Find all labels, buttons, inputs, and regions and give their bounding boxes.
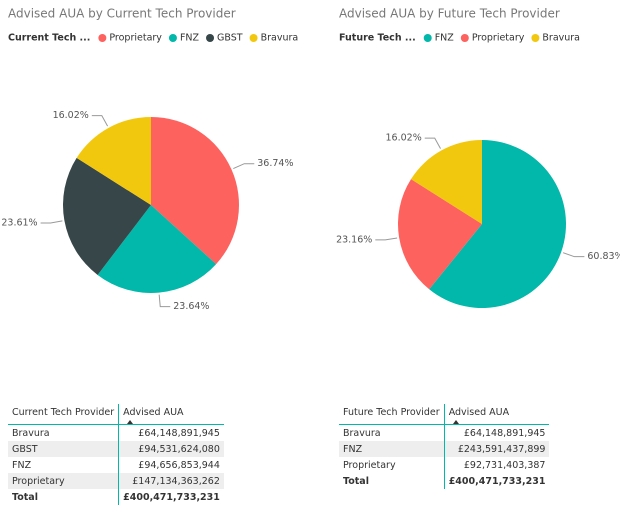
total-cell: £400,471,733,231 <box>118 489 224 505</box>
table-row: Bravura £64,148,891,945 <box>339 424 550 441</box>
table-cell: Proprietary <box>8 473 119 489</box>
header-row: Future Tech Provider Advised AUA <box>339 404 550 425</box>
legend-label: Bravura <box>542 33 580 44</box>
legend-label: GBST <box>217 33 243 44</box>
table-cell: £94,531,624,080 <box>118 441 224 457</box>
total-row: Total £400,471,733,231 <box>8 489 224 505</box>
charts: Advised AUA by Current Tech Provider Curr… <box>1 7 620 313</box>
pie-slice <box>411 140 482 224</box>
leader-line <box>424 137 441 149</box>
column-header: Future Tech Provider <box>339 404 445 425</box>
pie-slice <box>429 140 567 308</box>
table-cell: GBST <box>8 441 119 457</box>
table-cell: FNZ <box>12 459 32 471</box>
legend-label: Proprietary <box>472 33 525 44</box>
data-label: 60.83% <box>587 251 620 262</box>
total-row: Total £400,471,733,231 <box>339 473 550 489</box>
leader-line <box>40 220 63 224</box>
leader-line <box>91 115 109 127</box>
table-row: GBST £94,531,624,080 <box>8 441 224 457</box>
header-row: Current Tech Provider Advised AUA <box>8 404 224 425</box>
column-header: Advised AUA <box>443 404 550 425</box>
pie-slice <box>151 117 239 265</box>
data-label: 23.61% <box>1 217 37 228</box>
table-row: Proprietary £147,134,363,262 <box>8 473 224 489</box>
table-cell: FNZ <box>339 441 445 457</box>
leader-line <box>233 163 255 170</box>
column-header: Advised AUA <box>118 404 224 425</box>
table-cell: £64,148,891,945 <box>118 424 224 441</box>
pie-slice <box>63 157 151 275</box>
table-cell: £64,148,891,945 <box>443 424 550 441</box>
total-cell: £400,471,733,231 <box>443 473 550 489</box>
chart-title: Advised AUA by Current Tech Provider <box>8 7 236 21</box>
legend-label: Bravura <box>261 33 299 44</box>
data-label: 23.16% <box>336 234 372 245</box>
legend-swatch <box>98 34 107 42</box>
legend-swatch <box>460 34 469 42</box>
table-cell: £94,656,853,944 <box>118 457 224 473</box>
legend-title: Future Tech ... <box>339 33 416 44</box>
table-row: Bravura £64,148,891,945 <box>8 424 224 441</box>
legend-label: FNZ <box>435 33 455 44</box>
total-cell: Total <box>12 491 38 503</box>
legend-swatch <box>249 34 258 42</box>
table-cell: £92,731,403,387 <box>443 457 550 473</box>
sort-indicator <box>452 420 459 424</box>
data-table: Current Tech Provider Advised AUA Bravura £… <box>8 404 224 505</box>
data-table: Future Tech Provider Advised AUA Bravura £6… <box>339 404 550 489</box>
legend-swatch <box>423 34 432 42</box>
table-cell: £147,134,363,262 <box>118 473 224 489</box>
table-row: FNZ £94,656,853,944 <box>8 457 224 473</box>
table-row: FNZ £243,591,437,899 <box>339 441 550 457</box>
pie-slice <box>76 117 151 205</box>
legend-swatch <box>206 34 215 42</box>
legend-title: Current Tech ... <box>8 33 90 44</box>
table-row: Proprietary £92,731,403,387 <box>339 457 550 473</box>
legend-swatch <box>531 34 540 42</box>
sort-indicator <box>127 420 134 424</box>
pie-slice <box>398 179 482 290</box>
legend-label: FNZ <box>180 33 200 44</box>
data-label: 16.02% <box>53 110 89 121</box>
table-cell: Bravura <box>343 427 381 439</box>
data-label: 16.02% <box>386 133 422 144</box>
table-cell: Bravura <box>12 427 50 439</box>
leader-line <box>562 252 585 258</box>
data-label: 36.74% <box>257 158 293 169</box>
total-cell: Total <box>343 475 369 487</box>
data-label: 23.64% <box>173 301 209 312</box>
leader-line <box>158 294 171 308</box>
pie-slice <box>97 205 217 293</box>
legend-swatch <box>168 34 177 42</box>
leader-line <box>375 237 398 241</box>
chart-title: Advised AUA by Future Tech Provider <box>339 7 560 21</box>
table-cell: £243,591,437,899 <box>443 441 550 457</box>
legend-label: Proprietary <box>109 33 162 44</box>
column-header: Current Tech Provider <box>8 404 119 425</box>
table-cell: Proprietary <box>343 459 396 471</box>
